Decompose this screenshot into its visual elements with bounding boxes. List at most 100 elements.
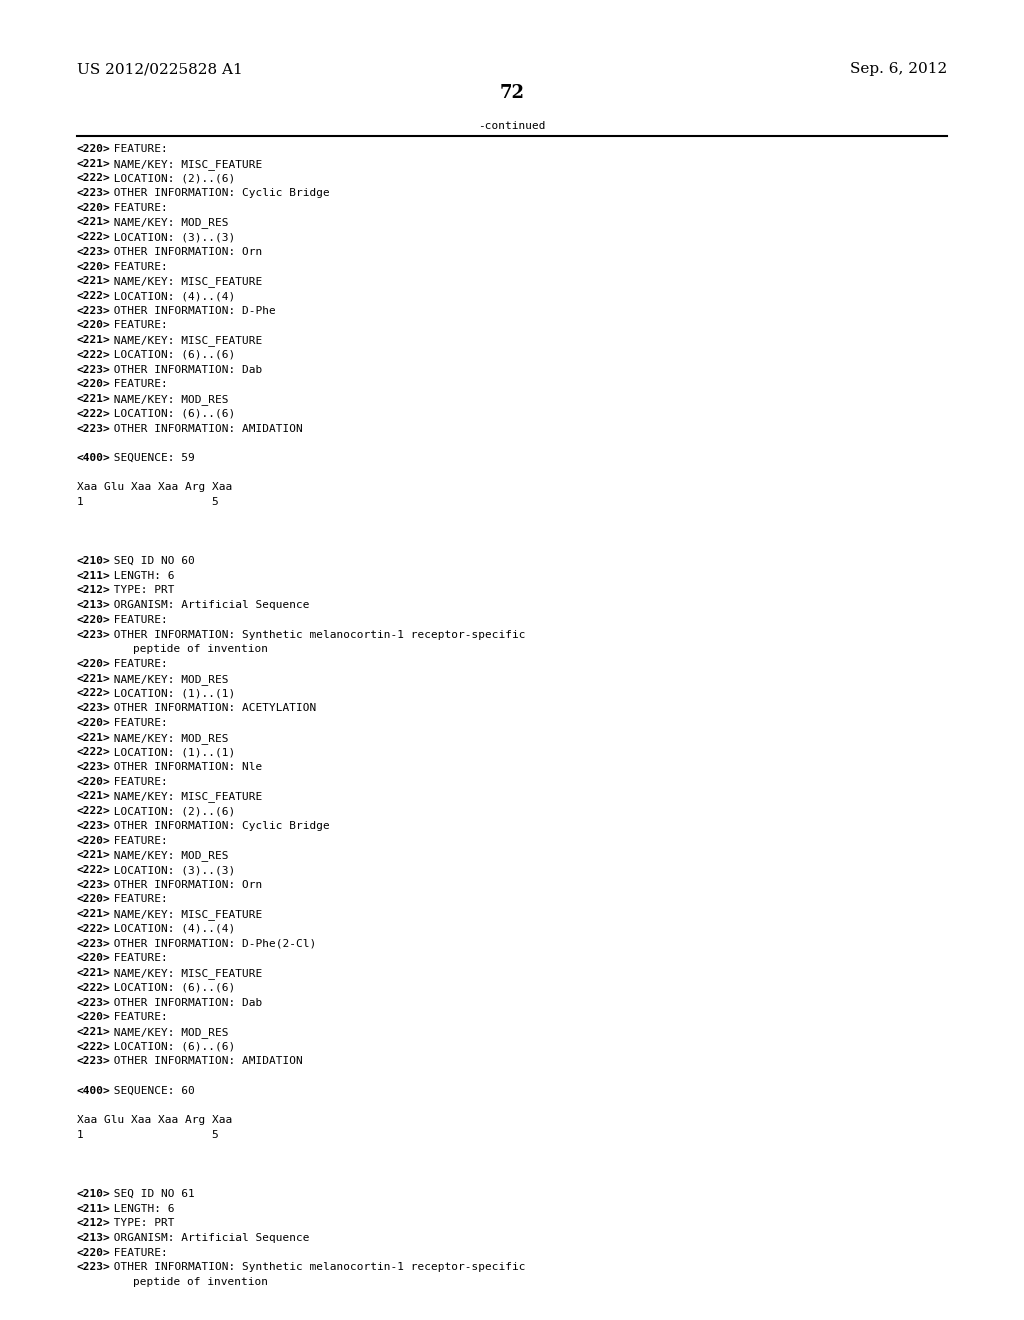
- Text: OTHER INFORMATION: Dab: OTHER INFORMATION: Dab: [108, 364, 262, 375]
- Text: SEQUENCE: 59: SEQUENCE: 59: [108, 453, 195, 463]
- Text: NAME/KEY: MOD_RES: NAME/KEY: MOD_RES: [108, 673, 228, 685]
- Text: NAME/KEY: MOD_RES: NAME/KEY: MOD_RES: [108, 395, 228, 405]
- Text: OTHER INFORMATION: D-Phe: OTHER INFORMATION: D-Phe: [108, 306, 276, 315]
- Text: <222>: <222>: [77, 807, 111, 816]
- Text: <400>: <400>: [77, 1086, 111, 1096]
- Text: Xaa Glu Xaa Xaa Arg Xaa: Xaa Glu Xaa Xaa Arg Xaa: [77, 1115, 232, 1125]
- Text: FEATURE:: FEATURE:: [108, 836, 168, 846]
- Text: FEATURE:: FEATURE:: [108, 953, 168, 964]
- Text: LOCATION: (1)..(1): LOCATION: (1)..(1): [108, 689, 236, 698]
- Text: <223>: <223>: [77, 879, 111, 890]
- Text: <223>: <223>: [77, 998, 111, 1007]
- Text: <221>: <221>: [77, 850, 111, 861]
- Text: <221>: <221>: [77, 1027, 111, 1038]
- Text: <221>: <221>: [77, 792, 111, 801]
- Text: <223>: <223>: [77, 1262, 111, 1272]
- Text: OTHER INFORMATION: Nle: OTHER INFORMATION: Nle: [108, 762, 262, 772]
- Text: <220>: <220>: [77, 718, 111, 727]
- Text: <221>: <221>: [77, 276, 111, 286]
- Text: Sep. 6, 2012: Sep. 6, 2012: [850, 62, 947, 77]
- Text: <223>: <223>: [77, 247, 111, 257]
- Text: <222>: <222>: [77, 1041, 111, 1052]
- Text: LOCATION: (2)..(6): LOCATION: (2)..(6): [108, 807, 236, 816]
- Text: OTHER INFORMATION: Cyclic Bridge: OTHER INFORMATION: Cyclic Bridge: [108, 187, 330, 198]
- Text: 72: 72: [500, 84, 524, 103]
- Text: LENGTH: 6: LENGTH: 6: [108, 570, 175, 581]
- Text: <222>: <222>: [77, 924, 111, 935]
- Text: <221>: <221>: [77, 733, 111, 743]
- Text: <213>: <213>: [77, 1233, 111, 1243]
- Text: FEATURE:: FEATURE:: [108, 203, 168, 213]
- Text: FEATURE:: FEATURE:: [108, 144, 168, 154]
- Text: <223>: <223>: [77, 939, 111, 949]
- Text: NAME/KEY: MOD_RES: NAME/KEY: MOD_RES: [108, 218, 228, 228]
- Text: Xaa Glu Xaa Xaa Arg Xaa: Xaa Glu Xaa Xaa Arg Xaa: [77, 482, 232, 492]
- Text: <220>: <220>: [77, 615, 111, 624]
- Text: FEATURE:: FEATURE:: [108, 659, 168, 669]
- Text: FEATURE:: FEATURE:: [108, 1247, 168, 1258]
- Text: LENGTH: 6: LENGTH: 6: [108, 1204, 175, 1213]
- Text: <210>: <210>: [77, 556, 111, 566]
- Text: NAME/KEY: MISC_FEATURE: NAME/KEY: MISC_FEATURE: [108, 909, 262, 920]
- Text: FEATURE:: FEATURE:: [108, 718, 168, 727]
- Text: <220>: <220>: [77, 895, 111, 904]
- Text: <220>: <220>: [77, 836, 111, 846]
- Text: -continued: -continued: [478, 121, 546, 132]
- Text: NAME/KEY: MISC_FEATURE: NAME/KEY: MISC_FEATURE: [108, 792, 262, 803]
- Text: <221>: <221>: [77, 909, 111, 919]
- Text: <223>: <223>: [77, 762, 111, 772]
- Text: <222>: <222>: [77, 350, 111, 360]
- Text: <223>: <223>: [77, 364, 111, 375]
- Text: NAME/KEY: MISC_FEATURE: NAME/KEY: MISC_FEATURE: [108, 968, 262, 979]
- Text: NAME/KEY: MISC_FEATURE: NAME/KEY: MISC_FEATURE: [108, 335, 262, 346]
- Text: <220>: <220>: [77, 953, 111, 964]
- Text: FEATURE:: FEATURE:: [108, 321, 168, 330]
- Text: <223>: <223>: [77, 306, 111, 315]
- Text: OTHER INFORMATION: ACETYLATION: OTHER INFORMATION: ACETYLATION: [108, 704, 316, 713]
- Text: FEATURE:: FEATURE:: [108, 261, 168, 272]
- Text: NAME/KEY: MOD_RES: NAME/KEY: MOD_RES: [108, 733, 228, 743]
- Text: peptide of invention: peptide of invention: [133, 644, 268, 655]
- Text: <222>: <222>: [77, 173, 111, 183]
- Text: <221>: <221>: [77, 395, 111, 404]
- Text: SEQUENCE: 60: SEQUENCE: 60: [108, 1086, 195, 1096]
- Text: <223>: <223>: [77, 187, 111, 198]
- Text: OTHER INFORMATION: D-Phe(2-Cl): OTHER INFORMATION: D-Phe(2-Cl): [108, 939, 316, 949]
- Text: OTHER INFORMATION: Dab: OTHER INFORMATION: Dab: [108, 998, 262, 1007]
- Text: NAME/KEY: MOD_RES: NAME/KEY: MOD_RES: [108, 1027, 228, 1038]
- Text: <222>: <222>: [77, 747, 111, 758]
- Text: <220>: <220>: [77, 776, 111, 787]
- Text: OTHER INFORMATION: AMIDATION: OTHER INFORMATION: AMIDATION: [108, 1056, 303, 1067]
- Text: <223>: <223>: [77, 630, 111, 640]
- Text: LOCATION: (3)..(3): LOCATION: (3)..(3): [108, 232, 236, 242]
- Text: <210>: <210>: [77, 1189, 111, 1199]
- Text: NAME/KEY: MISC_FEATURE: NAME/KEY: MISC_FEATURE: [108, 158, 262, 169]
- Text: <220>: <220>: [77, 203, 111, 213]
- Text: LOCATION: (6)..(6): LOCATION: (6)..(6): [108, 983, 236, 993]
- Text: <211>: <211>: [77, 1204, 111, 1213]
- Text: ORGANISM: Artificial Sequence: ORGANISM: Artificial Sequence: [108, 1233, 310, 1243]
- Text: FEATURE:: FEATURE:: [108, 895, 168, 904]
- Text: 1                   5: 1 5: [77, 498, 218, 507]
- Text: <221>: <221>: [77, 218, 111, 227]
- Text: <223>: <223>: [77, 704, 111, 713]
- Text: FEATURE:: FEATURE:: [108, 615, 168, 624]
- Text: US 2012/0225828 A1: US 2012/0225828 A1: [77, 62, 243, 77]
- Text: <211>: <211>: [77, 570, 111, 581]
- Text: <223>: <223>: [77, 424, 111, 433]
- Text: <220>: <220>: [77, 321, 111, 330]
- Text: <221>: <221>: [77, 673, 111, 684]
- Text: <212>: <212>: [77, 586, 111, 595]
- Text: OTHER INFORMATION: Synthetic melanocortin-1 receptor-specific: OTHER INFORMATION: Synthetic melanocorti…: [108, 1262, 525, 1272]
- Text: <400>: <400>: [77, 453, 111, 463]
- Text: LOCATION: (3)..(3): LOCATION: (3)..(3): [108, 865, 236, 875]
- Text: <222>: <222>: [77, 689, 111, 698]
- Text: LOCATION: (6)..(6): LOCATION: (6)..(6): [108, 350, 236, 360]
- Text: OTHER INFORMATION: AMIDATION: OTHER INFORMATION: AMIDATION: [108, 424, 303, 433]
- Text: <221>: <221>: [77, 158, 111, 169]
- Text: <221>: <221>: [77, 968, 111, 978]
- Text: LOCATION: (1)..(1): LOCATION: (1)..(1): [108, 747, 236, 758]
- Text: TYPE: PRT: TYPE: PRT: [108, 1218, 175, 1229]
- Text: <220>: <220>: [77, 1012, 111, 1022]
- Text: LOCATION: (4)..(4): LOCATION: (4)..(4): [108, 290, 236, 301]
